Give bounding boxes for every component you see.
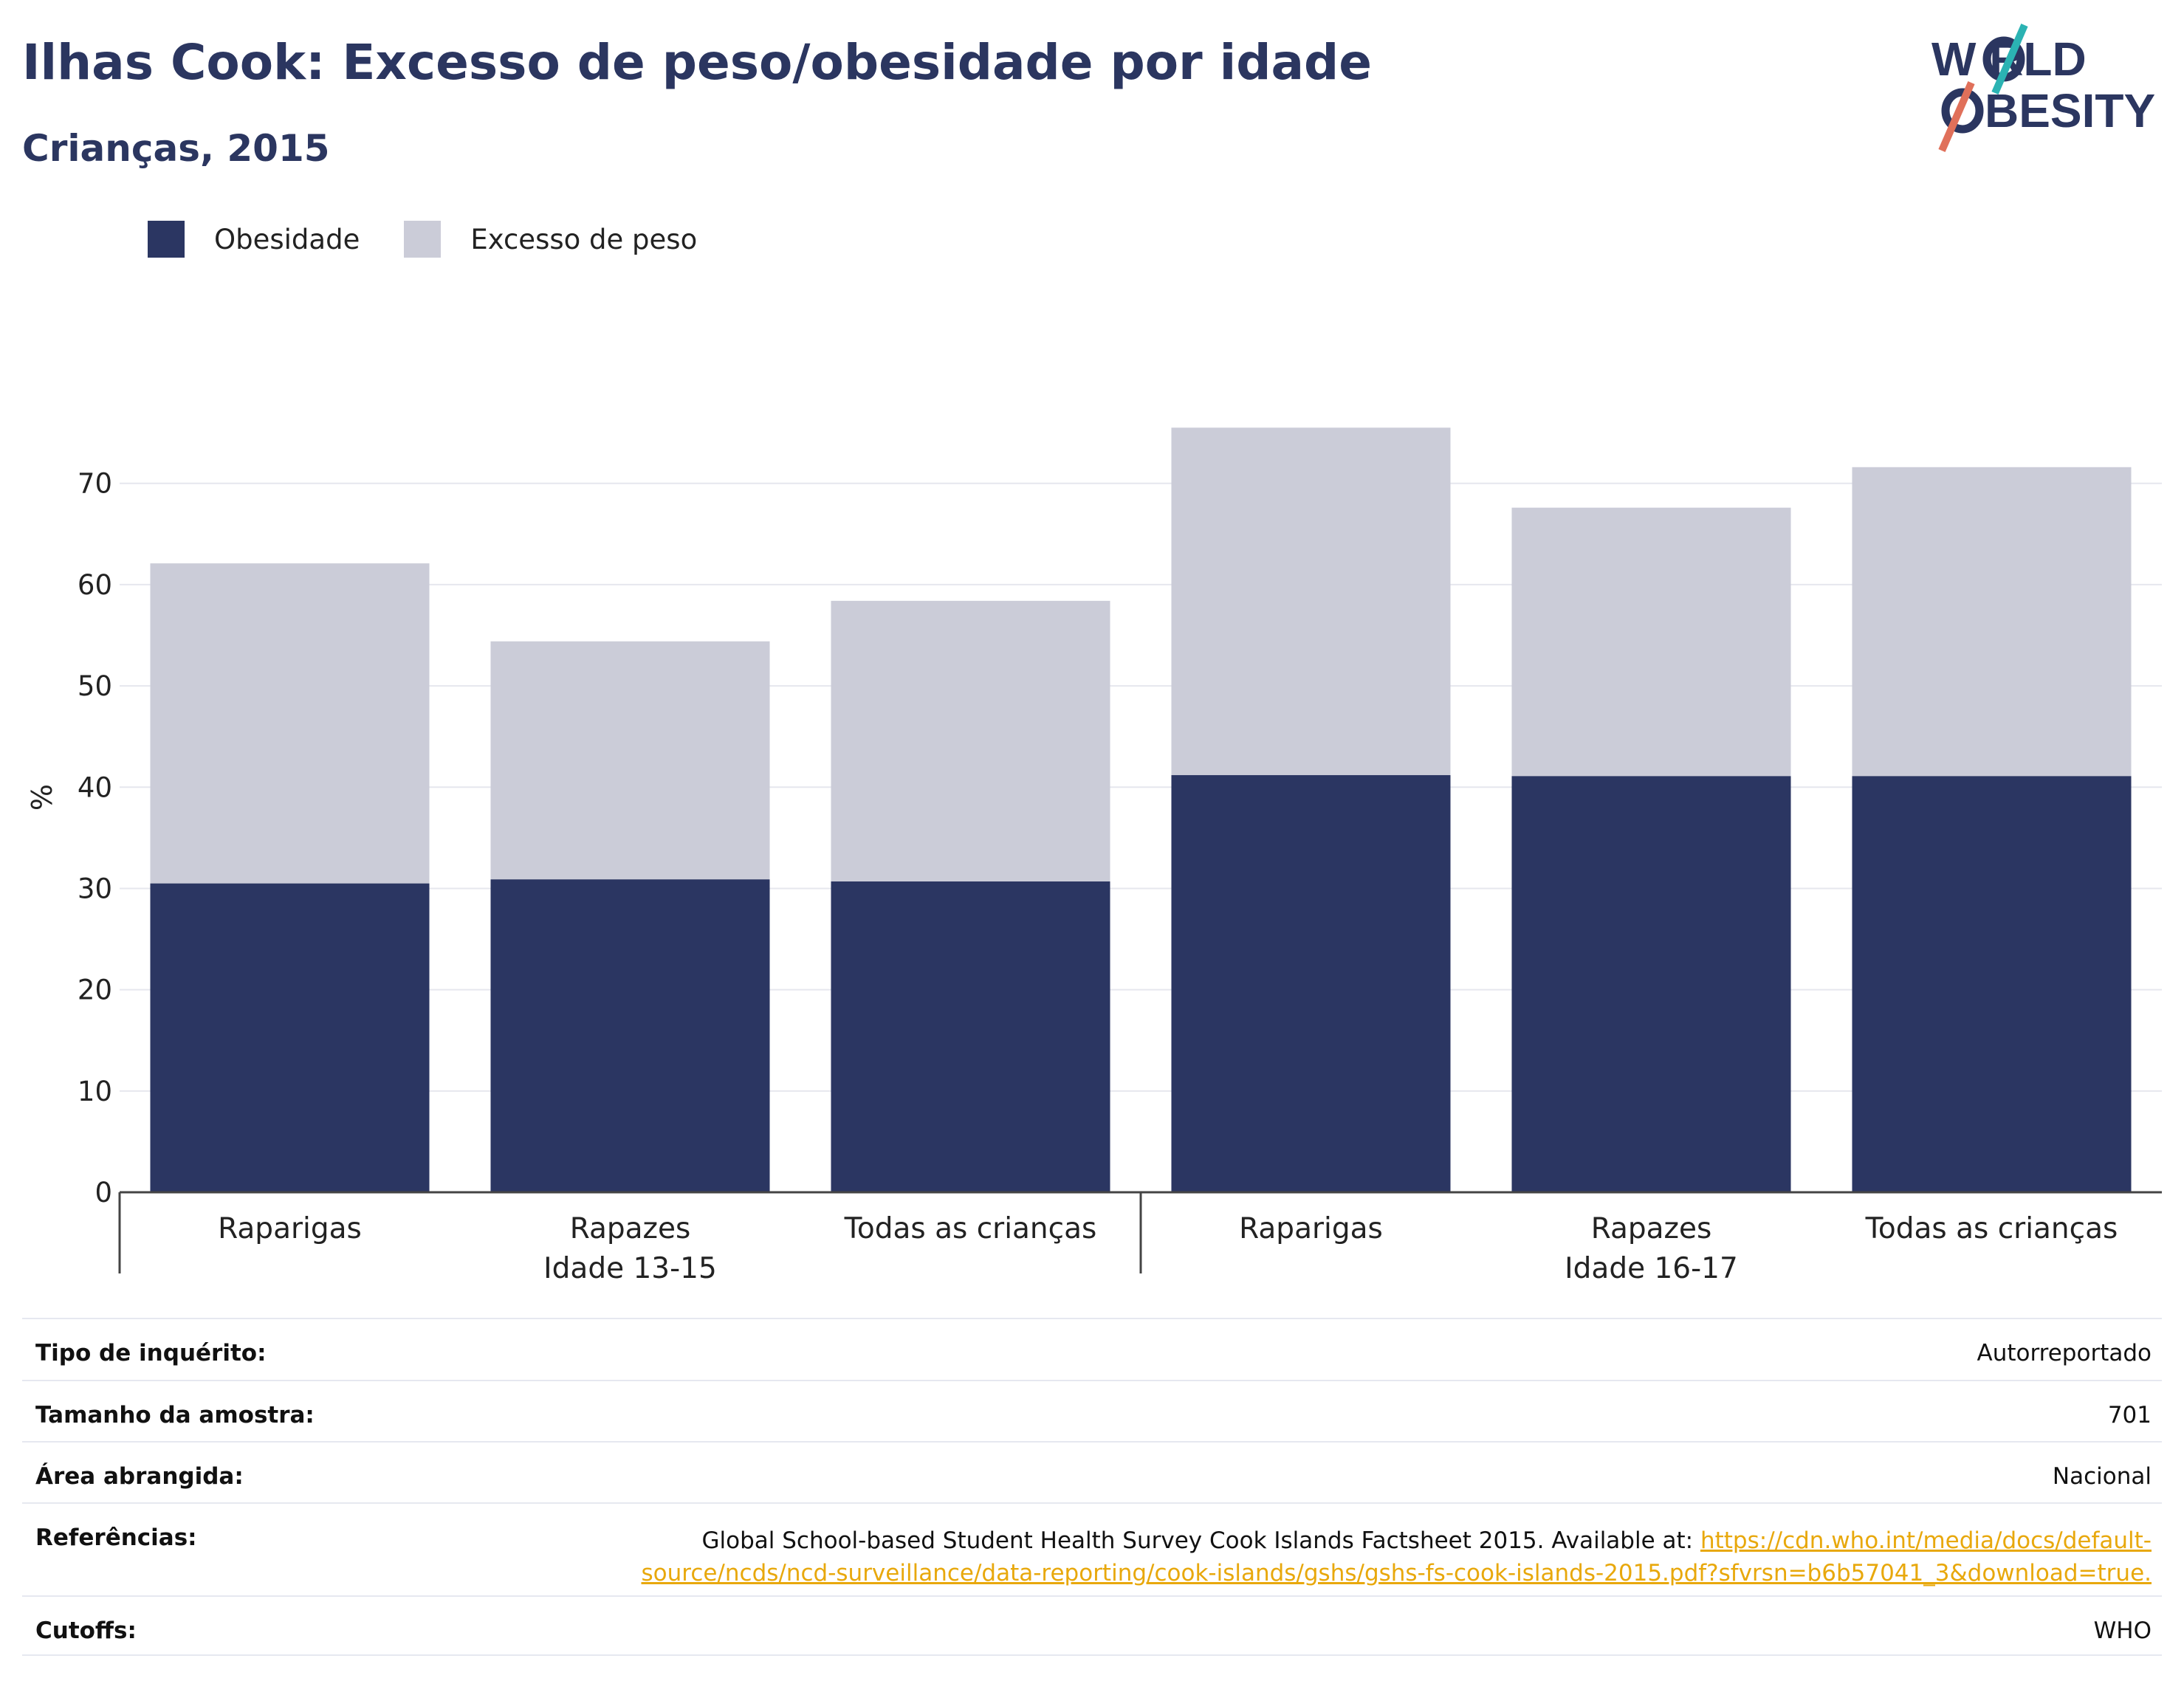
- bar-obesidade: [1852, 776, 2132, 1192]
- meta-row-survey-type: Tipo de inquérito: Autorreportado: [22, 1318, 2162, 1380]
- bar-obesidade: [150, 883, 430, 1192]
- bar-obesidade: [490, 879, 770, 1192]
- legend-label-obesidade: Obesidade: [214, 223, 360, 255]
- meta-value: Nacional: [2052, 1463, 2152, 1490]
- y-tick-label: 0: [95, 1177, 112, 1208]
- y-tick-label: 60: [78, 569, 112, 601]
- legend-swatch-excesso: [404, 221, 442, 258]
- logo-teal-slash: [1991, 24, 2028, 94]
- chart-legend: Obesidade Excesso de peso: [148, 220, 741, 258]
- stacked-bar-chart: 0 10 20 30 40 50 60 70% Raparigas Rapazes Todas as…: [26, 427, 2162, 1285]
- meta-label: Tamanho da amostra:: [35, 1402, 315, 1428]
- bar-obesidade: [1171, 774, 1451, 1192]
- x-tick-label: Todas as crianças: [1865, 1212, 2118, 1245]
- x-tick-label: Rapazes: [570, 1212, 691, 1245]
- meta-label: Tipo de inquérito:: [35, 1340, 267, 1366]
- bar-excesso-de-peso: [831, 600, 1110, 881]
- legend-swatch-obesidade: [148, 221, 185, 258]
- legend-label-excesso: Excesso de peso: [470, 223, 698, 255]
- meta-row-sample-size: Tamanho da amostra: 701: [22, 1380, 2162, 1441]
- reference-text: Global School-based Student Health Surve…: [701, 1527, 1700, 1554]
- meta-label: Área abrangida:: [35, 1463, 244, 1490]
- meta-label: Referências:: [35, 1524, 197, 1551]
- meta-row-references: Referências: Global School-based Student…: [22, 1502, 2162, 1595]
- bar-obesidade: [831, 881, 1110, 1192]
- reference-link[interactable]: https://cdn.who.int/media/docs/default-s…: [641, 1527, 2152, 1586]
- logo-line2: BESITY: [1985, 84, 2155, 137]
- x-tick-label: Rapazes: [1591, 1212, 1712, 1245]
- y-tick-label: 40: [78, 771, 112, 803]
- y-tick-label: 10: [78, 1076, 112, 1107]
- meta-value: Autorreportado: [1977, 1340, 2152, 1366]
- logo-o-bottom: [1941, 88, 1984, 134]
- meta-value: WHO: [2093, 1617, 2152, 1644]
- meta-row-coverage: Área abrangida: Nacional: [22, 1441, 2162, 1502]
- y-axis-label: %: [26, 784, 58, 811]
- meta-label: Cutoffs:: [35, 1617, 137, 1644]
- y-tick-label: 20: [78, 974, 112, 1006]
- meta-value: Global School-based Student Health Surve…: [571, 1524, 2152, 1589]
- logo-coral-slash: [1938, 81, 1975, 152]
- bar-excesso-de-peso: [1171, 427, 1451, 775]
- y-tick-label: 30: [78, 873, 112, 904]
- meta-row-cutoffs: Cutoffs: WHO: [22, 1595, 2162, 1656]
- x-tick-label: Todas as crianças: [844, 1212, 1097, 1245]
- x-group-label: Idade 13-15: [543, 1252, 717, 1285]
- bar-excesso-de-peso: [1852, 467, 2132, 777]
- bar-excesso-de-peso: [490, 641, 770, 880]
- bar-excesso-de-peso: [150, 563, 430, 884]
- x-tick-label: Raparigas: [218, 1212, 362, 1245]
- x-group-label: Idade 16-17: [1565, 1252, 1738, 1285]
- world-obesity-logo: W RLD BESITY: [1931, 24, 2155, 152]
- y-tick-label: 50: [78, 670, 112, 702]
- y-tick-label: 70: [78, 468, 112, 500]
- metadata-table: Tipo de inquérito: Autorreportado Tamanh…: [22, 1318, 2162, 1656]
- page-subtitle: Crianças, 2015: [22, 127, 330, 170]
- bar-obesidade: [1511, 776, 1791, 1192]
- x-tick-label: Raparigas: [1239, 1212, 1383, 1245]
- bar-excesso-de-peso: [1511, 507, 1791, 777]
- page-title: Ilhas Cook: Excesso de peso/obesidade po…: [22, 34, 1373, 91]
- meta-value: 701: [2107, 1402, 2152, 1428]
